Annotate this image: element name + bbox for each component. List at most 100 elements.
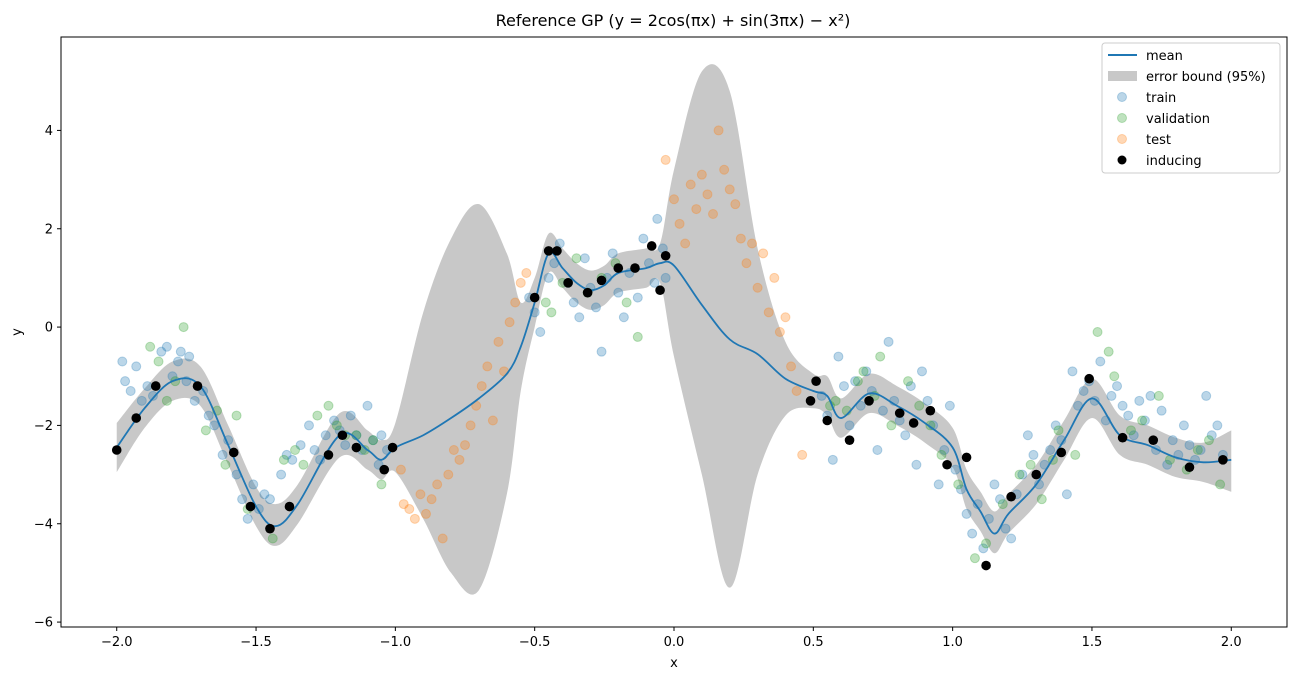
x-tick-label: 2.0 (1221, 635, 1242, 650)
inducing-point (925, 405, 936, 416)
test-point (465, 420, 476, 431)
inducing-point (822, 415, 833, 426)
inducing-point (1218, 455, 1228, 465)
validation-point (220, 459, 231, 470)
train-point (850, 376, 861, 387)
test-point (696, 169, 707, 180)
train-point (209, 420, 220, 431)
inducing-point (529, 292, 540, 303)
test-point (774, 327, 785, 337)
validation-point (1025, 459, 1036, 470)
inducing-point (563, 278, 573, 288)
test-point (660, 154, 671, 165)
train-point (916, 366, 927, 377)
validation-point (1125, 425, 1136, 436)
chart-title: Reference GP (y = 2cos(πx) + sin(3πx) − … (496, 11, 851, 30)
validation-point (1137, 415, 1148, 426)
test-point (404, 504, 415, 514)
inducing-point (284, 501, 295, 512)
train-point (855, 400, 866, 411)
inducing-point (1056, 447, 1067, 458)
train-point (345, 410, 356, 421)
inducing-point (265, 523, 275, 534)
train-point (340, 440, 351, 451)
test-point (482, 361, 493, 372)
test-point (421, 508, 432, 519)
inducing-point (351, 442, 362, 453)
test-point (432, 479, 443, 490)
test-point (741, 258, 752, 269)
train-point (1022, 430, 1033, 441)
train-point (652, 213, 663, 224)
inducing-point (630, 263, 640, 273)
inducing-point (337, 430, 348, 441)
train-point (156, 346, 167, 357)
train-point (1117, 400, 1128, 411)
test-point (713, 125, 724, 136)
inducing-point (323, 450, 334, 460)
train-point (933, 479, 944, 490)
train-point (1045, 445, 1056, 455)
validation-point (981, 538, 992, 549)
test-point (769, 272, 780, 283)
y-tick-label: −6 (34, 616, 53, 631)
train-point (120, 376, 131, 387)
test-point (680, 238, 691, 249)
x-tick-label: −2.0 (101, 635, 133, 650)
train-point (568, 297, 579, 308)
error-band (116, 64, 1232, 595)
validation-point (914, 400, 925, 411)
train-point (1184, 440, 1195, 451)
train-point (900, 430, 911, 441)
validation-point (290, 445, 301, 455)
train-point (175, 346, 186, 357)
train-point (320, 430, 331, 441)
train-point (883, 336, 894, 347)
inducing-point (942, 459, 952, 470)
inducing-point (379, 464, 390, 475)
y-tick-label: 4 (45, 124, 53, 139)
train-point (579, 253, 590, 264)
test-point (786, 361, 797, 372)
train-point (1006, 533, 1017, 544)
validation-point (858, 366, 869, 377)
test-point (476, 381, 487, 392)
test-point (719, 164, 730, 175)
legend-inducing-label: inducing (1146, 154, 1202, 169)
inducing-point (543, 246, 554, 256)
validation-point (231, 410, 242, 421)
test-point (763, 307, 774, 318)
train-point (131, 361, 142, 372)
test-point (685, 179, 696, 190)
validation-point (1153, 390, 1164, 401)
test-point (708, 209, 719, 219)
train-point (607, 248, 618, 259)
train-point (1145, 390, 1156, 401)
train-point (1134, 395, 1145, 406)
inducing-point (613, 263, 624, 273)
x-tick-label: 1.5 (1082, 635, 1103, 650)
train-point (827, 454, 838, 465)
train-point (303, 420, 314, 431)
y-tick-label: 2 (45, 222, 53, 237)
x-tick-label: 1.0 (942, 635, 963, 650)
x-tick-label: 0.0 (664, 635, 685, 650)
test-point (758, 248, 769, 259)
train-point (1106, 390, 1117, 401)
train-point (939, 445, 950, 455)
validation-point (161, 395, 172, 406)
test-point (752, 282, 763, 293)
inducing-point (864, 396, 874, 406)
validation-point (571, 253, 582, 264)
train-point (259, 489, 270, 500)
validation-point (1070, 449, 1081, 460)
test-point (398, 499, 409, 510)
test-point (510, 297, 521, 308)
validation-point (875, 351, 886, 362)
inducing-point (1148, 435, 1159, 445)
test-point (493, 336, 504, 347)
test-point (730, 199, 741, 210)
test-point (426, 494, 437, 505)
validation-point (540, 297, 551, 308)
train-point (649, 277, 660, 288)
